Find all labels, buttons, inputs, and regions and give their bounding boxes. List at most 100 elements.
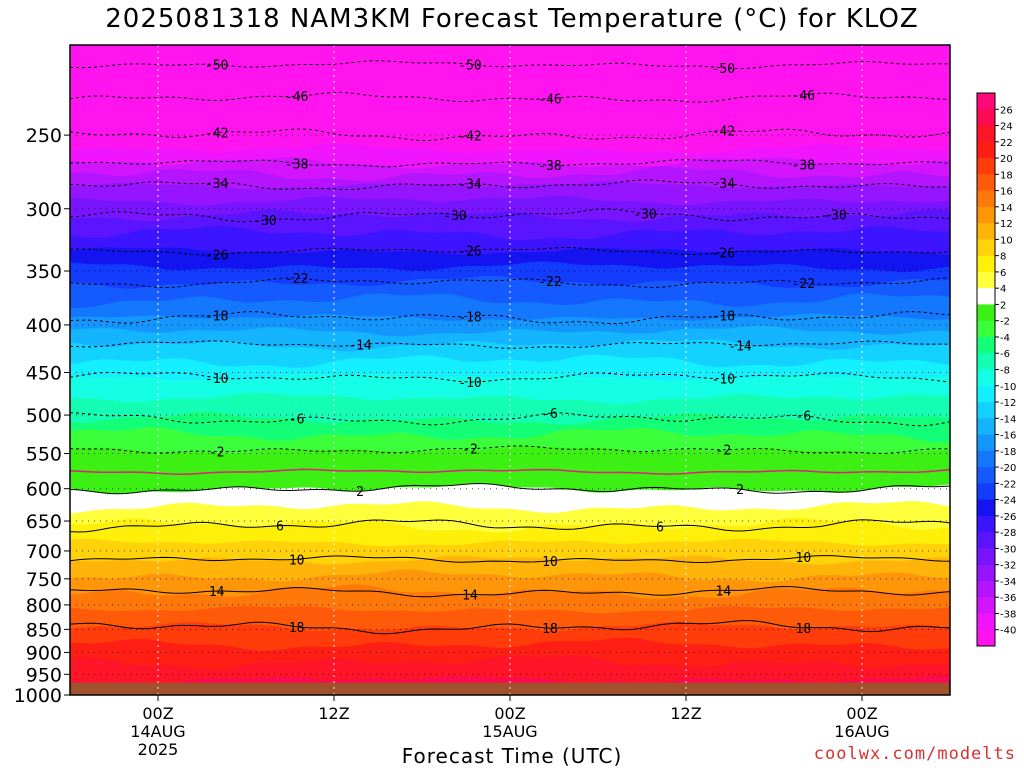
isotherm-label: -50 [712,62,735,77]
isotherm-label: 10 [289,553,305,568]
colorbar-label: -28 [1000,528,1016,539]
isotherm-label: -34 [458,178,482,193]
y-tick-label: 500 [26,405,62,427]
colorbar-label: -4 [1000,333,1010,344]
y-tick-label: 900 [26,642,62,664]
colorbar-label: -32 [1000,561,1016,572]
colorbar-label: -38 [1000,609,1016,620]
colorbar-swatch [977,190,995,208]
isotherm-label: -34 [205,177,229,192]
isotherm-label: -18 [712,310,735,325]
chart-title: 2025081318 NAM3KM Forecast Temperature (… [105,4,919,34]
colorbar-label: -18 [1000,447,1016,458]
isotherm-label: 14 [716,584,732,599]
colorbar-label: -16 [1000,431,1016,442]
isotherm-label: -22 [792,277,815,292]
colorbar-swatch [977,125,995,143]
isotherm-label: 18 [796,622,812,637]
isotherm-label: -30 [823,208,846,223]
colorbar-swatch [977,109,995,127]
colorbar-swatch [977,223,995,240]
credit-link[interactable]: coolwx.com/modelts [813,744,1016,764]
temperature-bands [70,45,950,695]
isotherm-label: -22 [538,275,561,290]
isotherm-label: -46 [792,89,815,104]
colorbar-swatch [977,93,995,110]
isotherm-label: -38 [285,158,308,173]
isotherm-line [70,519,950,533]
colorbar-swatch [977,532,995,549]
isotherm-label: -6 [796,410,812,425]
isotherm-label: -18 [458,310,481,325]
isotherm-label: -38 [538,159,561,174]
isotherm-label: -10 [458,376,481,391]
y-tick-label: 350 [26,261,62,283]
colorbar-swatch [977,255,995,273]
isotherm-label: -26 [458,245,481,260]
isotherm-label: -6 [542,407,558,422]
isotherm-label: -30 [253,214,276,229]
isotherm-line [70,445,950,454]
colorbar-swatch [977,174,995,192]
isotherm-label: -42 [458,130,481,145]
x-tick-year: 2025 [138,740,179,759]
isotherm-label: 2 [356,485,364,500]
colorbar-label: 12 [1000,219,1013,230]
colorbar-swatch [977,450,995,468]
colorbar: 26 24 22 20 18 16 14 12 10 8 6 4 2 -2 -4 -6 -8 -10 -12 -14 -… [976,92,1016,647]
colorbar-swatch [977,580,995,598]
colorbar-swatch [977,467,995,484]
isotherm-label: -38 [792,159,815,174]
colorbar-label: 18 [1000,170,1013,181]
isotherm-label: 2 [736,483,744,498]
colorbar-swatch [977,515,995,533]
colorbar-label: 10 [1000,235,1013,246]
colorbar-label: -14 [1000,414,1016,425]
y-tick-label: 300 [26,199,62,221]
colorbar-label: 14 [1000,203,1013,214]
y-tick-label: 1000 [14,685,62,707]
colorbar-swatch [977,239,995,257]
isotherm-label: 14 [462,588,478,603]
colorbar-label: -26 [1000,512,1016,523]
y-tick-label: 650 [26,511,62,533]
colorbar-label: 2 [1000,300,1006,311]
colorbar-swatch [977,499,995,517]
isotherm-line [70,555,950,564]
freezing-line [70,468,950,475]
isotherm-label: -10 [205,372,228,387]
x-tick-date: 14AUG [130,722,185,741]
colorbar-label: -2 [1000,317,1010,328]
isotherm-label: -42 [712,125,735,140]
isotherm-label: -50 [205,59,228,74]
x-tick-label: 12Z [318,704,349,723]
colorbar-label: -34 [1000,577,1016,588]
colorbar-label: -8 [1000,366,1010,377]
isotherm-label: 18 [289,621,305,636]
colorbar-swatch [977,402,995,419]
isotherm-label: -34 [712,177,736,192]
isotherm-label: 14 [209,585,225,600]
x-tick-label: 00Z [494,704,525,723]
colorbar-label: -30 [1000,544,1016,555]
colorbar-label: -6 [1000,349,1010,360]
isotherm-line [70,340,950,349]
isotherm-label: -22 [285,272,308,287]
isotherm-label: -2 [462,443,478,458]
y-tick-label: 750 [26,569,62,591]
colorbar-swatch [977,288,995,305]
isotherm-label: 6 [656,520,664,535]
colorbar-label: 16 [1000,187,1013,198]
isotherm-label: -50 [458,58,481,73]
isotherm-label: -30 [443,209,466,224]
colorbar-label: 4 [1000,284,1006,295]
colorbar-label: 22 [1000,138,1013,149]
y-axis: 2503003504004505005506006507007508008509… [14,125,70,707]
colorbar-label: -12 [1000,398,1016,409]
isotherm-label: -14 [348,339,372,354]
isotherm-label: 6 [276,520,284,535]
colorbar-label: 6 [1000,268,1006,279]
x-tick-date: 15AUG [482,722,537,741]
y-tick-label: 400 [26,315,62,337]
